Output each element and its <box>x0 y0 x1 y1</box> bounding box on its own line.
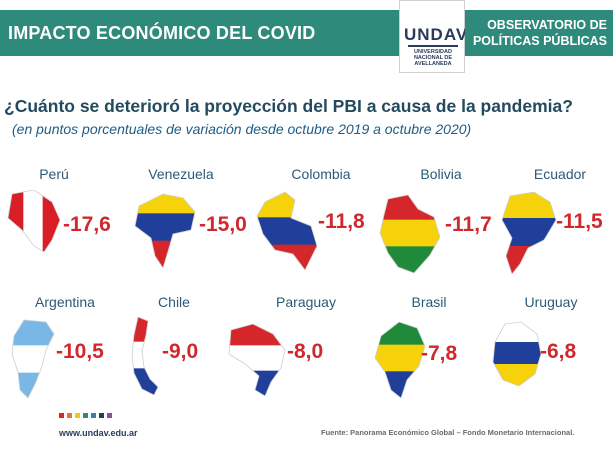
map-outline <box>11 319 55 399</box>
map-outline <box>134 193 196 268</box>
footer-dot <box>91 413 96 418</box>
country-name-uru: Uruguay <box>524 294 578 310</box>
logo-sub-2: NACIONAL DE <box>413 55 453 61</box>
flag-stripe <box>375 371 425 398</box>
map-outline <box>228 323 286 396</box>
country-name-bol: Bolivia <box>420 166 462 182</box>
header-banner: IMPACTO ECONÓMICO DEL COVID <box>0 10 399 56</box>
flag-stripe <box>380 195 440 221</box>
country-value-peru: -17,6 <box>63 213 111 236</box>
flag-stripe <box>502 218 556 247</box>
map-peru <box>7 190 61 252</box>
country-name-ecu: Ecuador <box>533 166 587 182</box>
map-outline <box>374 321 425 398</box>
country-value-ecu: -11,5 <box>556 210 603 233</box>
question-title: ¿Cuánto se deterioró la proyección del P… <box>4 96 573 116</box>
country-value-ven: -15,0 <box>199 213 247 236</box>
source-note: Fuente: Panorama Económico Global – Fond… <box>321 428 575 437</box>
flag-stripe <box>257 217 317 246</box>
page-title: IMPACTO ECONÓMICO DEL COVID <box>8 23 316 43</box>
flag-stripe <box>502 192 556 219</box>
map-outline <box>256 191 318 271</box>
logo-divider <box>408 45 458 47</box>
map-outline <box>379 194 440 273</box>
map-uru <box>492 321 541 386</box>
map-outline <box>501 191 556 274</box>
flag-stripe <box>135 240 195 268</box>
map-outline <box>131 316 159 395</box>
flag-stripe <box>493 342 541 365</box>
country-value-chi: -9,0 <box>162 340 199 363</box>
map-chi <box>131 316 159 395</box>
map-ecu <box>501 191 556 274</box>
country-value-col: -11,8 <box>318 210 365 233</box>
footer-dot <box>83 413 88 418</box>
country-name-chi: Chile <box>158 294 190 310</box>
map-bol <box>379 194 440 273</box>
map-col <box>256 191 318 271</box>
logo-mark: UNDAV <box>404 25 469 44</box>
flag-stripe <box>229 324 285 347</box>
map-ven <box>134 193 196 268</box>
flag-stripe <box>12 372 54 398</box>
footer-dot <box>75 413 80 418</box>
observatorio-line-1: OBSERVATORIO DE <box>487 18 607 32</box>
observatorio-line-2: POLÍTICAS PÚBLICAS <box>472 34 607 48</box>
country-name-peru: Perú <box>39 166 69 182</box>
footer-dot <box>67 413 72 418</box>
flag-stripe <box>380 219 440 248</box>
map-outline <box>492 321 541 386</box>
country-value-uru: -6,8 <box>540 340 577 363</box>
footer-dot <box>99 413 104 418</box>
country-value-bol: -11,7 <box>445 213 492 236</box>
header: IMPACTO ECONÓMICO DEL COVID UNDAV UNIVER… <box>0 0 613 73</box>
undav-logo: UNDAV UNIVERSIDAD NACIONAL DE AVELLANEDA <box>399 0 469 73</box>
footer-dot <box>107 413 112 418</box>
flag-stripe <box>42 190 60 252</box>
map-outline <box>7 190 61 252</box>
flag-stripe <box>257 192 317 219</box>
map-arg <box>11 319 55 399</box>
country-value-par: -8,0 <box>287 340 324 363</box>
footer-dot <box>59 413 64 418</box>
logo-sub-3: AVELLANEDA <box>414 61 452 67</box>
flag-stripe <box>375 344 425 373</box>
country-name-col: Colombia <box>291 166 351 182</box>
flag-stripe <box>257 244 317 270</box>
country-name-bra: Brasil <box>411 294 447 310</box>
flag-stripe <box>132 368 158 395</box>
flag-stripe <box>23 190 44 252</box>
flag-stripe <box>229 370 285 396</box>
map-bra <box>374 321 425 398</box>
country-name-arg: Argentina <box>35 294 95 310</box>
question-subtitle: (en puntos porcentuales de variación des… <box>12 121 472 137</box>
country-value-arg: -10,5 <box>56 340 104 363</box>
observatorio-banner: OBSERVATORIO DE POLÍTICAS PÚBLICAS <box>465 10 613 56</box>
website-url: www.undav.edu.ar <box>59 428 138 438</box>
country-value-bra: -7,8 <box>421 342 458 365</box>
country-name-ven: Venezuela <box>148 166 214 182</box>
flag-stripe <box>229 345 285 372</box>
flag-stripe <box>8 190 25 252</box>
flag-stripe <box>135 194 195 215</box>
country-name-par: Paraguay <box>276 294 336 310</box>
logo-sub-1: UNIVERSIDAD <box>414 49 452 55</box>
flag-stripe <box>135 213 195 242</box>
map-par <box>228 323 286 396</box>
